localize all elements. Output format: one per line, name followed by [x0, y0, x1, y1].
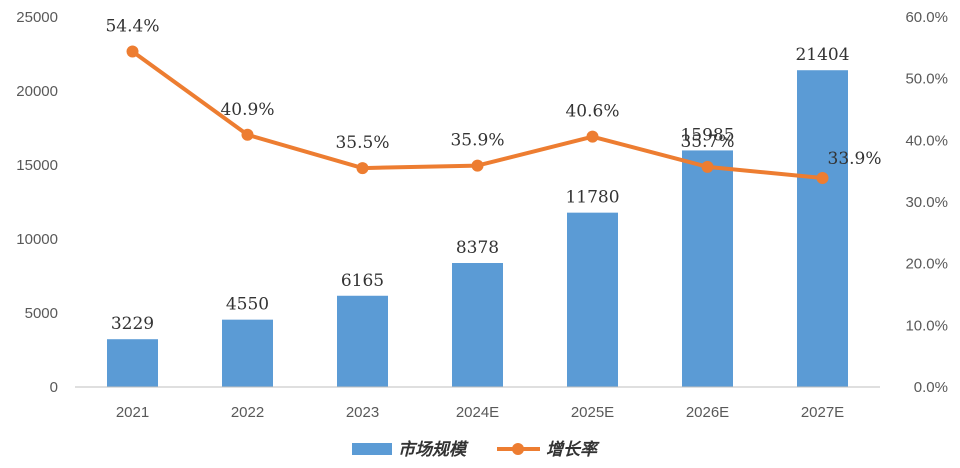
bar-value-label: 15985 [680, 125, 734, 145]
right-axis-tick: 30.0% [905, 194, 948, 211]
right-axis-tick: 0.0% [914, 379, 948, 396]
growth-point-2024E [471, 159, 484, 172]
growth-point-2023 [356, 162, 369, 175]
bar-value-label: 8378 [456, 238, 499, 258]
left-axis-tick: 5000 [25, 305, 58, 322]
legend: 市场规模 增长率 [352, 440, 600, 460]
left-axis-tick: 10000 [16, 231, 58, 248]
bar-value-label: 21404 [795, 45, 849, 65]
bar-value-label: 3229 [111, 314, 154, 334]
legend-line-marker [512, 443, 524, 455]
left-axis-tick: 0 [50, 379, 58, 396]
bar-value-label: 6165 [341, 271, 384, 291]
right-axis-tick: 20.0% [905, 256, 948, 273]
left-axis-ticks: 0 5000 10000 15000 20000 25000 [16, 9, 58, 396]
x-axis-tick: 2026E [686, 404, 729, 421]
growth-value-label: 54.4% [105, 17, 159, 37]
legend-bar-label: 市场规模 [398, 440, 469, 460]
right-axis-tick: 50.0% [905, 71, 948, 88]
growth-value-label: 35.9% [450, 131, 504, 151]
bar-2024E [452, 263, 503, 387]
line-layer [126, 45, 829, 184]
right-axis-ticks: 0.0% 10.0% 20.0% 30.0% 40.0% 50.0% 60.0% [905, 9, 948, 396]
x-axis-tick: 2025E [571, 404, 614, 421]
growth-point-2025E [586, 130, 599, 143]
left-axis-tick: 20000 [16, 83, 58, 100]
bar-2025E [567, 212, 618, 387]
growth-value-label: 35.7% [680, 132, 734, 152]
left-axis-tick: 15000 [16, 157, 58, 174]
bars-layer [107, 70, 848, 388]
x-axis-ticks: 2021 2022 2023 2024E 2025E 2026E 2027E [116, 404, 844, 421]
growth-point-2027E [816, 171, 829, 184]
growth-value-label: 40.9% [220, 100, 274, 120]
bar-value-label: 4550 [226, 295, 269, 315]
legend-bar-swatch [352, 443, 392, 455]
x-axis-tick: 2024E [456, 404, 499, 421]
x-axis-tick: 2021 [116, 404, 149, 421]
bar-2027E [797, 70, 848, 388]
left-axis-tick: 25000 [16, 9, 58, 26]
growth-value-label: 33.9% [828, 149, 882, 169]
bar-2022 [222, 319, 273, 387]
bar-2021 [107, 339, 158, 387]
bar-value-label: 11780 [565, 188, 619, 208]
legend-line-label: 增长率 [546, 440, 600, 460]
growth-point-2021 [126, 45, 139, 58]
right-axis-tick: 40.0% [905, 132, 948, 149]
growth-value-label: 40.6% [565, 102, 619, 122]
x-axis-tick: 2027E [801, 404, 844, 421]
growth-value-label: 35.5% [335, 133, 389, 153]
right-axis-tick: 10.0% [905, 317, 948, 334]
x-axis-tick: 2022 [231, 404, 264, 421]
growth-point-2026E [701, 160, 714, 173]
labels-layer: 3229 4550 6165 8378 11780 15985 21404 54.4% 40.9… [105, 17, 881, 335]
bar-2026E [682, 150, 733, 387]
bar-2023 [337, 295, 388, 387]
growth-point-2022 [241, 128, 254, 141]
x-axis-tick: 2023 [346, 404, 379, 421]
right-axis-tick: 60.0% [905, 9, 948, 26]
